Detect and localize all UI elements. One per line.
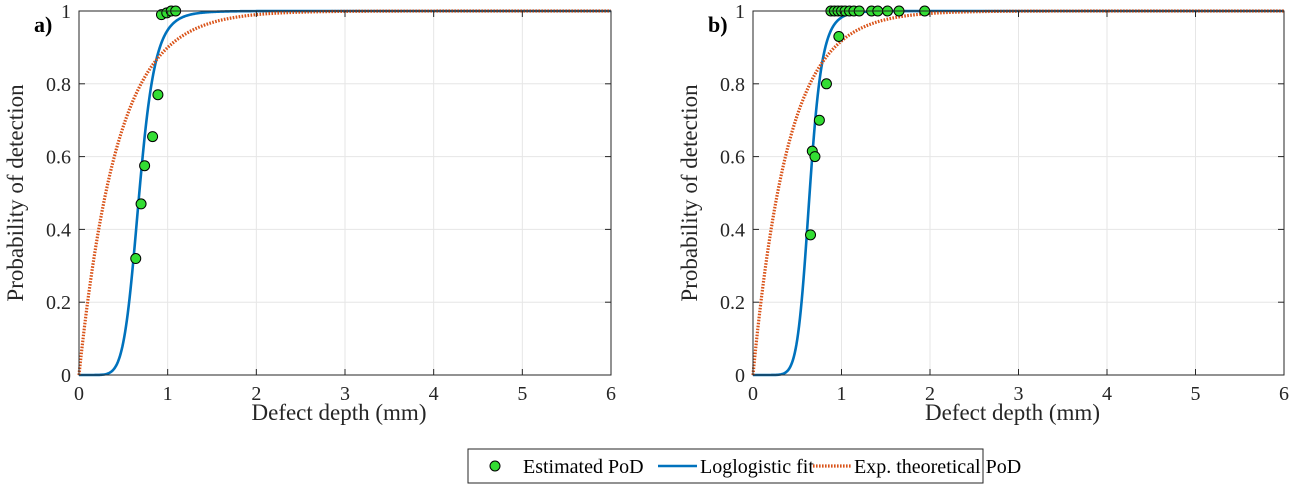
data-point-estimated-pod [805, 229, 817, 241]
x-tick-label: 3 [340, 383, 350, 405]
data-point-estimated-pod [147, 131, 159, 143]
chart-panel-b: 0 1 2 3 4 5 6 0 0.2 0.4 0.6 0.8 1 Defect depth (mm) Pr… [677, 1, 1289, 425]
data-point-estimated-pod [833, 30, 845, 42]
x-axis-label: Defect depth (mm) [252, 400, 427, 425]
data-point-estimated-pod [813, 114, 825, 126]
data-point-estimated-pod [130, 253, 142, 265]
x-tick-label: 0 [748, 383, 758, 405]
x-tick-label: 6 [1279, 383, 1289, 405]
x-tick-label: 6 [606, 383, 616, 405]
panel-label: b) [708, 12, 728, 37]
data-point-estimated-pod [152, 89, 164, 101]
x-tick-label: 2 [251, 383, 261, 405]
legend-label-loglogistic-fit: Loglogistic fit [700, 456, 814, 478]
legend-label-estimated-pod: Estimated PoD [523, 456, 644, 478]
x-tick-label: 1 [837, 383, 847, 405]
y-tick-label: 0.2 [46, 292, 71, 314]
x-tick-label: 5 [1191, 383, 1201, 405]
x-tick-label: 1 [163, 383, 173, 405]
legend-swatch-estimated-pod [489, 460, 501, 472]
y-tick-label: 0.8 [720, 74, 745, 96]
y-axis-label: Probability of detection [3, 84, 28, 302]
y-tick-label: 0.4 [720, 219, 745, 241]
chart-panel-a: 0 1 2 3 4 5 6 0 0.2 0.4 0.6 0.8 1 Defect depth (mm) Pr… [3, 1, 616, 425]
legend-box [467, 448, 984, 484]
x-tick-label: 3 [1014, 383, 1024, 405]
y-tick-label: 1 [61, 1, 71, 23]
x-axis-label: Defect depth (mm) [925, 400, 1100, 425]
y-tick-label: 0.6 [46, 147, 71, 169]
panel-label: a) [34, 12, 52, 37]
data-point-estimated-pod [135, 198, 147, 210]
y-tick-label: 0.2 [720, 292, 745, 314]
y-axis-label: Probability of detection [677, 84, 702, 302]
x-tick-label: 0 [74, 383, 84, 405]
y-tick-label: 0.4 [46, 219, 71, 241]
x-tick-label: 4 [429, 383, 439, 405]
data-point-estimated-pod [139, 160, 151, 172]
y-tick-label: 0 [61, 365, 71, 387]
legend: Estimated PoD Loglogistic fit Exp. theoret… [467, 448, 1021, 484]
y-tick-label: 1 [735, 1, 745, 23]
data-point-estimated-pod [820, 78, 832, 90]
x-tick-label: 5 [517, 383, 527, 405]
y-tick-label: 0.6 [720, 147, 745, 169]
data-point-estimated-pod [809, 151, 821, 163]
y-tick-label: 0.8 [46, 74, 71, 96]
y-tick-label: 0 [735, 365, 745, 387]
x-tick-label: 4 [1102, 383, 1112, 405]
x-tick-label: 2 [925, 383, 935, 405]
legend-label-exp-theoretical-pod: Exp. theoretical PoD [854, 456, 1021, 478]
